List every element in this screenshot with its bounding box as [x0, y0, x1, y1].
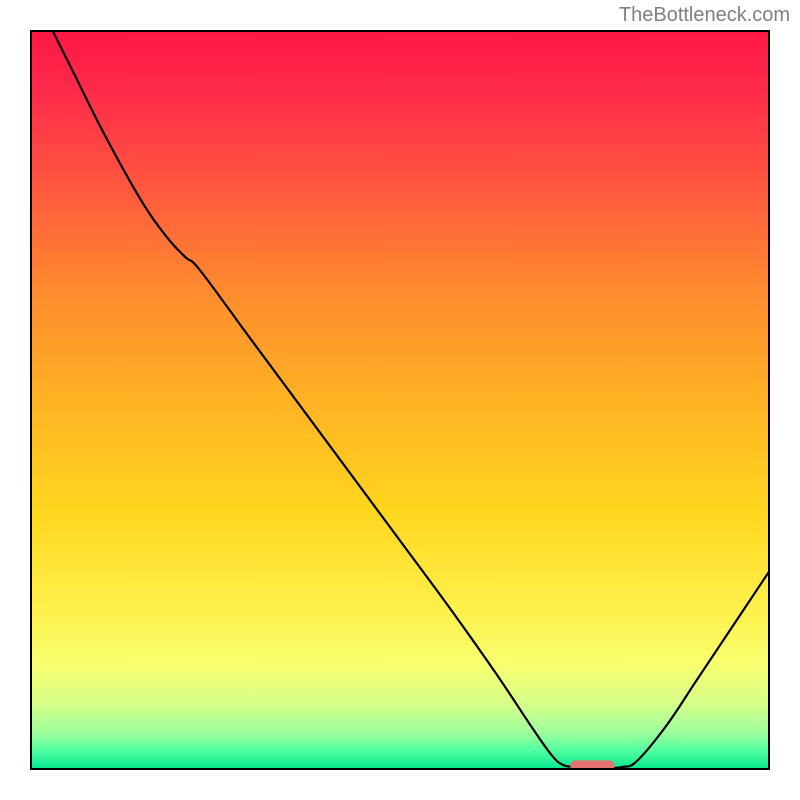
gradient-background [30, 30, 770, 770]
plot-area [30, 30, 770, 770]
chart-svg [30, 30, 770, 770]
watermark-text: TheBottleneck.com [619, 4, 790, 27]
